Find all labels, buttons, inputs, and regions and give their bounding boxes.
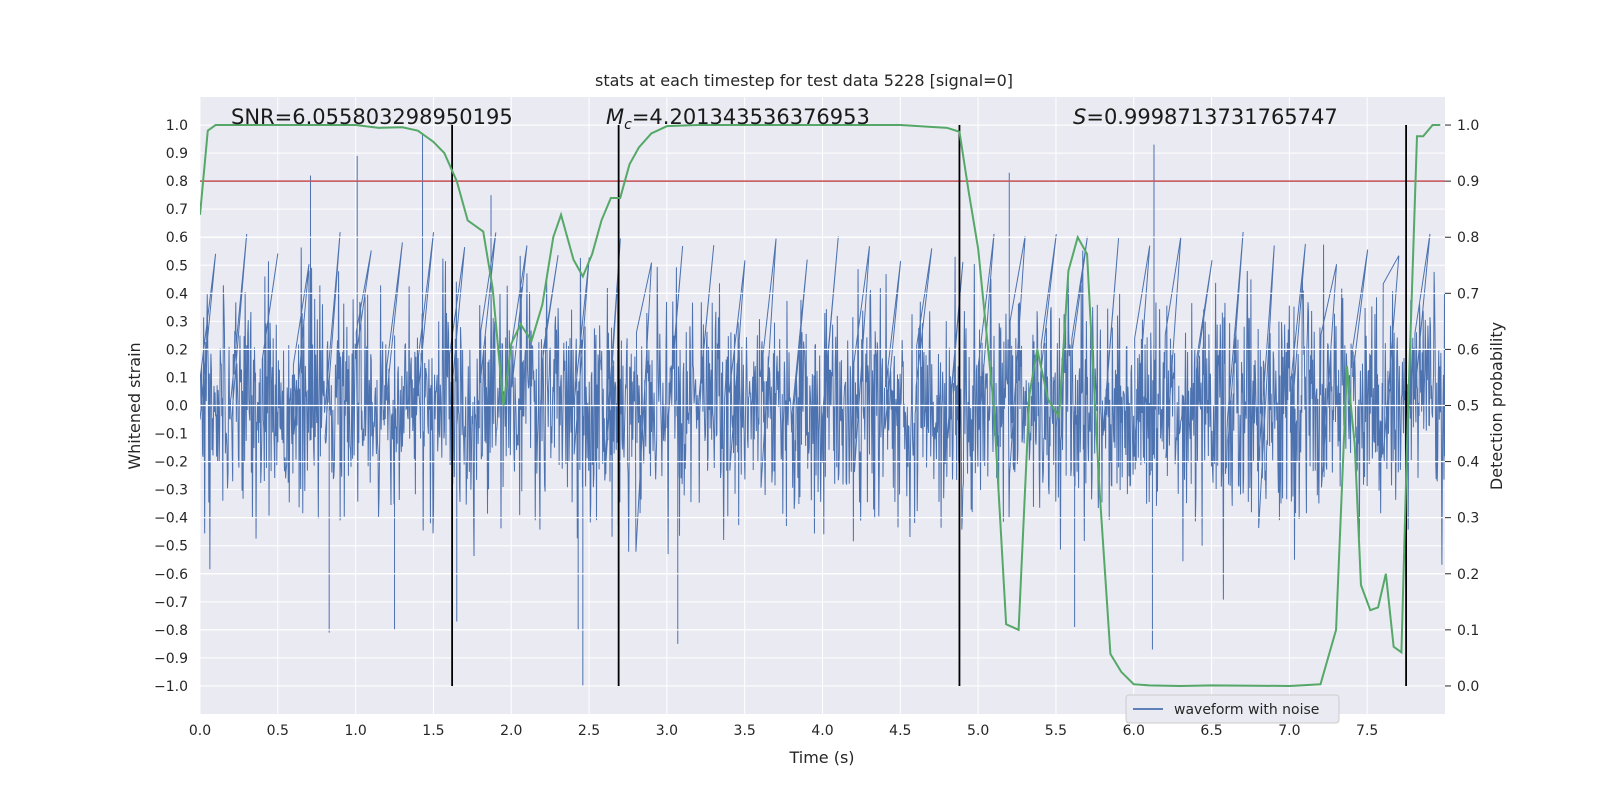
y-left-axis-label: Whitened strain [125, 342, 144, 469]
y-left-tick-label: −0.3 [154, 483, 188, 499]
snr-annotation: SNR=6.055803298950195 [231, 105, 513, 129]
y-right-tick-label: 0.1 [1457, 623, 1479, 639]
score-value: =0.9998713731765747 [1086, 105, 1337, 129]
chirp-mass-annotation: Mc=4.201343536376953 [606, 105, 870, 133]
x-tick-label: 5.0 [967, 723, 989, 739]
y-left-tick-label: 0.2 [166, 342, 188, 358]
y-left-tick-label: −0.4 [154, 511, 188, 527]
x-tick-label: 2.0 [500, 723, 522, 739]
y-left-tick-label: −1.0 [154, 679, 188, 695]
y-right-tick-label: 0.2 [1457, 567, 1479, 583]
plot-content [200, 124, 1445, 687]
y-left-tick-label: −0.6 [154, 567, 188, 583]
y-right-tick-label: 0.8 [1457, 230, 1479, 246]
y-left-tick-label: 0.0 [166, 399, 188, 415]
x-axis-ticks: 0.0 0.5 1.0 1.5 2.0 2.5 3.0 3.5 4.0 4.5 5.0 5.5 6.0 6… [189, 723, 1378, 739]
y-left-tick-label: 0.3 [166, 314, 188, 330]
x-axis-label: Time (s) [788, 748, 854, 767]
y-left-tick-label: 0.9 [166, 146, 188, 162]
y-left-tick-label: 0.7 [166, 202, 188, 218]
y-left-tick-label: 0.5 [166, 258, 188, 274]
legend-box [1125, 694, 1340, 724]
x-tick-label: 5.5 [1045, 723, 1067, 739]
x-tick-label: 2.5 [578, 723, 600, 739]
chart-title: stats at each timestep for test data 522… [595, 71, 1013, 90]
y-left-tick-label: −0.9 [154, 651, 188, 667]
x-tick-label: 6.0 [1123, 723, 1145, 739]
x-tick-label: 7.5 [1356, 723, 1378, 739]
score-symbol: S [1073, 105, 1086, 129]
legend-label: waveform with noise [1174, 702, 1319, 718]
y-left-tick-label: 0.6 [166, 230, 188, 246]
y-left-tick-label: −0.8 [154, 623, 188, 639]
chirp-mass-symbol: M [606, 105, 624, 129]
chirp-mass-subscript: c [624, 117, 632, 133]
y-right-tick-label: 0.9 [1457, 174, 1479, 190]
x-tick-label: 0.0 [189, 723, 211, 739]
score-annotation: S=0.9998713731765747 [1073, 105, 1338, 129]
x-tick-label: 3.5 [734, 723, 756, 739]
y-left-tick-label: 0.1 [166, 370, 188, 386]
y-right-tick-label: 0.5 [1457, 399, 1479, 415]
y-left-tick-label: 1.0 [166, 118, 188, 134]
y-right-tick-label: 0.0 [1457, 679, 1479, 695]
y-left-tick-label: −0.5 [154, 539, 188, 555]
probability-series [200, 124, 1441, 687]
legend: waveform with noise [1125, 694, 1340, 724]
y-right-axis-ticks: 0.0 0.1 0.2 0.3 0.4 0.5 0.6 0.7 0.8 0.9 1.0 [1445, 118, 1479, 695]
x-tick-label: 6.5 [1200, 723, 1222, 739]
x-tick-label: 4.0 [811, 723, 833, 739]
y-right-axis-label: Detection probability [1487, 322, 1506, 490]
x-tick-label: 4.5 [889, 723, 911, 739]
y-right-tick-label: 0.3 [1457, 511, 1479, 527]
y-right-tick-label: 1.0 [1457, 118, 1479, 134]
y-right-tick-label: 0.4 [1457, 455, 1479, 471]
x-tick-label: 1.0 [344, 723, 366, 739]
x-tick-label: 3.0 [656, 723, 678, 739]
y-right-tick-label: 0.6 [1457, 342, 1479, 358]
x-tick-label: 0.5 [267, 723, 289, 739]
x-tick-label: 7.0 [1278, 723, 1300, 739]
y-left-tick-label: −0.1 [154, 427, 188, 443]
y-left-tick-label: 0.4 [166, 286, 188, 302]
y-left-tick-label: −0.7 [154, 595, 188, 611]
y-left-axis-ticks: −1.0 −0.9 −0.8 −0.7 −0.6 −0.5 −0.4 −0.3 −0.2 −0.1… [154, 118, 188, 695]
y-left-tick-label: 0.8 [166, 174, 188, 190]
y-right-tick-label: 0.7 [1457, 286, 1479, 302]
y-left-tick-label: −0.2 [154, 455, 188, 471]
vertical-markers [451, 125, 1407, 686]
chirp-mass-value: =4.201343536376953 [632, 105, 870, 129]
x-tick-label: 1.5 [422, 723, 444, 739]
